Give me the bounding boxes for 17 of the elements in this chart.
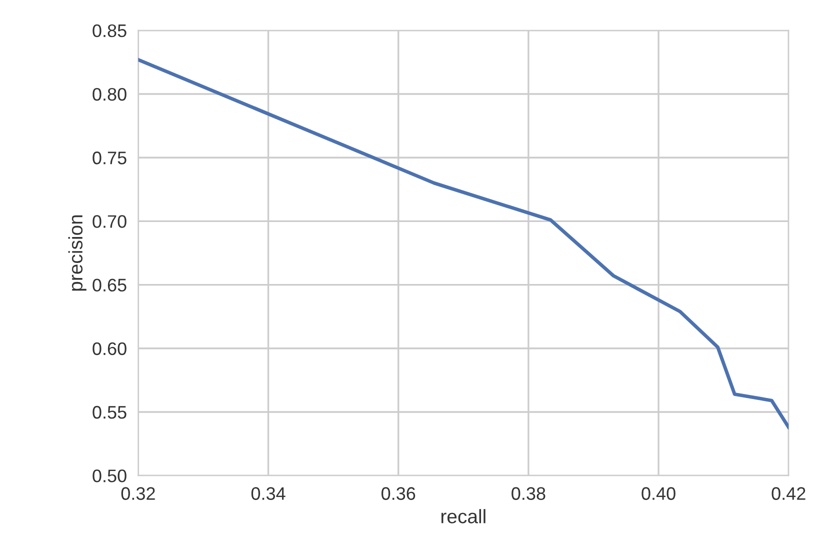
x-tick-label: 0.32 <box>121 487 155 500</box>
y-tick-label: 0.60 <box>92 342 126 356</box>
y-axis-title: precision <box>68 215 86 291</box>
x-tick-label: 0.40 <box>642 487 676 500</box>
x-tick-label: 0.34 <box>251 487 286 500</box>
y-tick-label: 0.80 <box>92 88 126 101</box>
y-tick-label: 0.85 <box>92 24 126 38</box>
y-tick-label: 0.55 <box>92 406 126 419</box>
line-series <box>138 58 789 429</box>
y-tick-label: 0.75 <box>92 152 126 164</box>
y-tick-label: 0.65 <box>92 278 126 292</box>
x-axis-title: recall <box>441 509 486 524</box>
x-tick-label: 0.42 <box>772 487 806 500</box>
x-tick-label: 0.38 <box>512 487 546 500</box>
y-tick-label: 0.50 <box>92 470 126 482</box>
x-tick-label: 0.36 <box>382 487 416 500</box>
y-tick-label: 0.70 <box>92 215 126 228</box>
